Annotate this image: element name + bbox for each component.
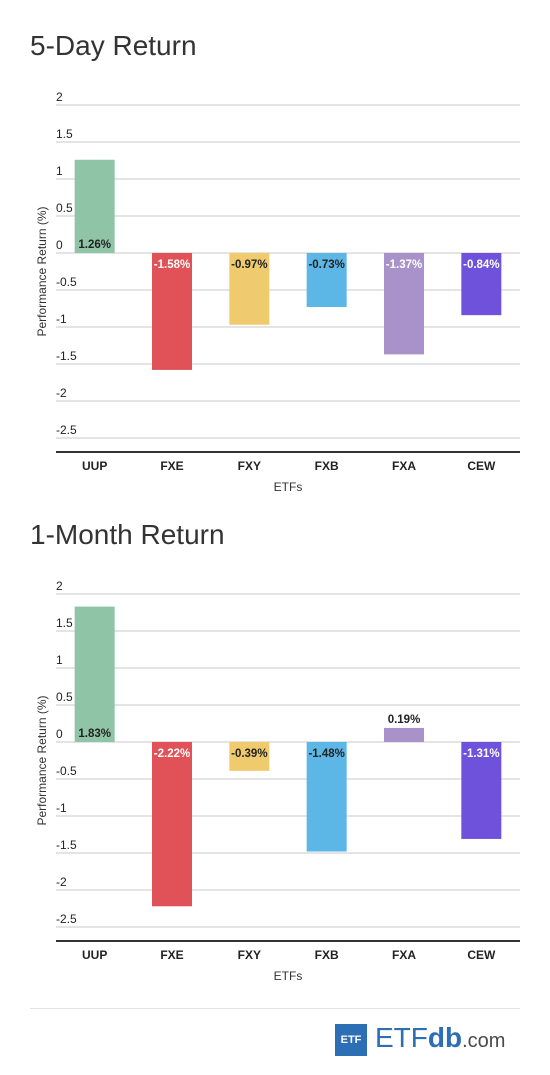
bar-chart-1month: 2 1.5 1 0.5 0 -0.5 -1 -1.5 -2 -2.5 Performance Ret… xyxy=(35,579,520,983)
y-tick-label: -2 xyxy=(56,875,67,889)
bar xyxy=(384,727,424,742)
x-axis-label: ETFs xyxy=(274,969,303,983)
data-label: 0.19% xyxy=(388,714,421,726)
y-tick-label: -0.5 xyxy=(56,764,77,778)
bar xyxy=(384,253,424,355)
bar xyxy=(461,742,502,839)
bar xyxy=(229,742,270,771)
bar xyxy=(306,742,347,852)
y-axis-label: Performance Return (%) xyxy=(35,695,49,825)
y-tick-label: 2 xyxy=(56,579,63,593)
x-tick-label: UUP xyxy=(82,459,107,473)
y-tick-label: -2.5 xyxy=(56,423,77,437)
x-tick-label: CEW xyxy=(467,459,496,473)
y-tick-label: 1.5 xyxy=(56,127,73,141)
y-tick-label: 0.5 xyxy=(56,690,73,704)
y-tick-label: -1.5 xyxy=(56,349,77,363)
x-tick-label: UUP xyxy=(82,948,107,962)
data-label: -2.22% xyxy=(154,748,190,760)
y-tick-label: -1.5 xyxy=(56,838,77,852)
bar xyxy=(74,606,115,742)
data-label: -1.58% xyxy=(154,259,190,271)
chart-panel-1month: 1-Month Return 2 1.5 1 0.5 0 -0.5 -1 -1.5 -2 -2.5… xyxy=(0,519,550,989)
y-axis-label: Performance Return (%) xyxy=(35,206,49,336)
y-tick-label: 0.5 xyxy=(56,201,73,215)
y-tick-label: -2 xyxy=(56,386,67,400)
x-tick-label: FXA xyxy=(392,948,416,962)
data-label: -1.31% xyxy=(463,748,499,760)
bar xyxy=(152,742,192,907)
data-label: 1.26% xyxy=(78,239,111,251)
y-tick-label: 0 xyxy=(56,727,63,741)
chart-title: 1-Month Return xyxy=(30,519,225,550)
y-tick-label: -1 xyxy=(56,801,67,815)
chart-panel-5day: 5-Day Return 2 1.5 1 0.5 0 -0.5 -1 -1.5 -2 -2.5 Pe… xyxy=(0,30,550,500)
bar xyxy=(229,253,270,325)
data-label: -0.97% xyxy=(231,259,267,271)
logo-com: .com xyxy=(462,1030,506,1052)
x-tick-label: FXB xyxy=(315,948,339,962)
y-tick-label: -1 xyxy=(56,312,67,326)
logo-etf: ETF xyxy=(375,1022,428,1053)
y-tick-label: 0 xyxy=(56,238,63,252)
y-tick-label: 1 xyxy=(56,653,63,667)
y-tick-label: 1.5 xyxy=(56,616,73,630)
data-label: -0.84% xyxy=(463,259,499,271)
footer-divider xyxy=(30,1008,520,1009)
x-tick-label: FXE xyxy=(160,459,183,473)
y-tick-label: 2 xyxy=(56,90,63,104)
bar xyxy=(74,159,115,253)
data-label: -0.39% xyxy=(231,748,267,760)
x-tick-label: FXE xyxy=(160,948,183,962)
x-tick-label: FXY xyxy=(238,459,261,473)
bar xyxy=(306,253,347,308)
data-label: -0.73% xyxy=(308,259,344,271)
y-tick-label: -2.5 xyxy=(56,912,77,926)
x-tick-label: FXB xyxy=(315,459,339,473)
bar xyxy=(152,253,192,370)
x-tick-label: FXA xyxy=(392,459,416,473)
data-label: 1.83% xyxy=(78,728,111,740)
data-label: -1.48% xyxy=(308,748,344,760)
bar-chart-5day: 2 1.5 1 0.5 0 -0.5 -1 -1.5 -2 -2.5 Performance Ret… xyxy=(35,90,520,494)
chart-title: 5-Day Return xyxy=(30,30,197,61)
logo-db: db xyxy=(427,1022,463,1053)
etfdb-logo[interactable]: ETF ETFdb.com xyxy=(335,1022,525,1058)
y-tick-label: -0.5 xyxy=(56,275,77,289)
logo-mark-icon: ETF xyxy=(335,1024,367,1056)
bar xyxy=(461,253,502,316)
x-axis-label: ETFs xyxy=(274,480,303,494)
y-tick-label: 1 xyxy=(56,164,63,178)
logo-wordmark: ETFdb.com xyxy=(375,1022,505,1054)
x-tick-label: CEW xyxy=(467,948,496,962)
x-tick-label: FXY xyxy=(238,948,261,962)
data-label: -1.37% xyxy=(386,259,422,271)
